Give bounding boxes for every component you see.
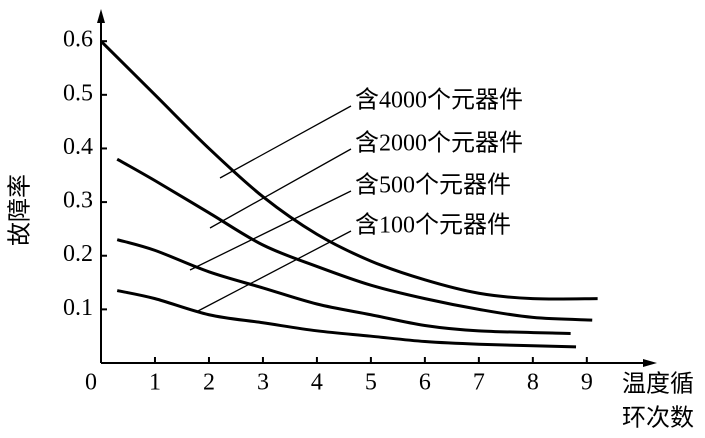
leader-line (189, 190, 352, 271)
x-tick-label: 3 (257, 370, 269, 396)
leader-line (209, 148, 352, 229)
x-tick-label: 0 (85, 370, 97, 396)
y-tick-label: 0.3 (63, 188, 93, 214)
x-tick-label: 8 (527, 370, 539, 396)
y-tick-label: 0.4 (63, 134, 93, 160)
x-tick-label: 1 (149, 370, 161, 396)
series-label: 含4000个元器件 (355, 87, 523, 114)
y-tick-label: 0.6 (63, 27, 93, 53)
x-axis-label: 环次数 (622, 405, 694, 432)
line-series (116, 238, 571, 335)
x-tick-label: 9 (581, 370, 593, 396)
leader-line (197, 230, 352, 312)
leader-line (219, 105, 352, 179)
x-tick-label: 6 (419, 370, 431, 396)
y-tick-label: 0.2 (63, 241, 93, 267)
line-series (116, 157, 593, 322)
x-tick-label: 5 (365, 370, 377, 396)
series-label: 含100个元器件 (355, 212, 511, 239)
y-axis-label: 故障率 (7, 174, 34, 246)
line-series (116, 289, 577, 349)
axis-arrow (643, 359, 657, 367)
y-tick-label: 0.1 (63, 295, 93, 321)
x-axis-label: 温度循 (622, 371, 694, 398)
x-tick-label: 7 (473, 370, 485, 396)
y-tick-label: 0.5 (63, 80, 93, 106)
x-tick-label: 4 (311, 370, 323, 396)
series-label: 含2000个元器件 (355, 130, 523, 157)
line-series (99, 40, 598, 301)
axis-arrow (97, 9, 105, 23)
series-label: 含500个元器件 (355, 172, 511, 199)
x-tick-label: 2 (203, 370, 215, 396)
